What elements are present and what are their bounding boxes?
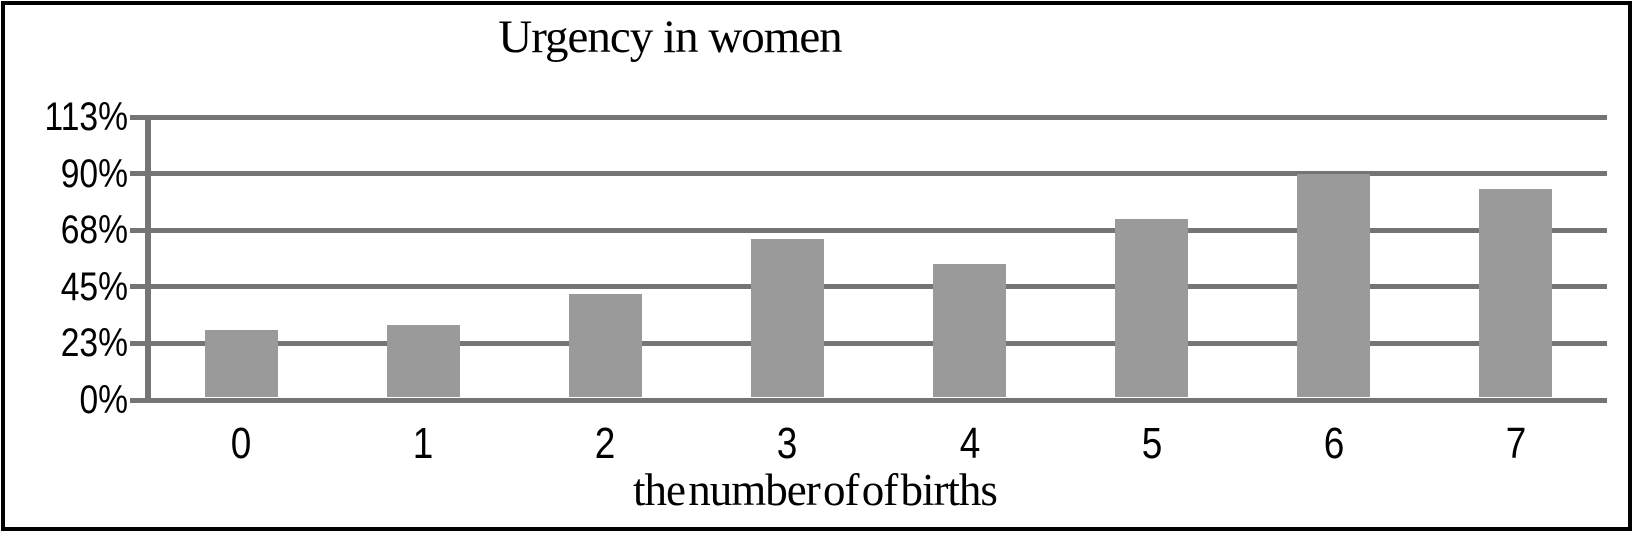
gridline-68% (130, 227, 1607, 233)
x-tick-label: 4 (959, 419, 980, 468)
bar-category-3 (750, 239, 824, 398)
bar-category-5 (1115, 218, 1189, 398)
x-axis-title: the number of of births (633, 465, 998, 515)
x-tick-label: 2 (595, 419, 616, 468)
y-tick-label: 68% (60, 208, 129, 253)
y-tick-label: 0% (79, 378, 128, 422)
bar-category-0 (204, 329, 278, 398)
chart-title: Urgency in women (498, 11, 842, 63)
y-tick-label: 113% (44, 95, 128, 139)
gridline-0% (130, 397, 1607, 403)
bar-category-2 (568, 294, 642, 398)
x-tick-label: 0 (230, 419, 252, 468)
x-tick-label: 1 (412, 419, 434, 468)
x-tick-label: 7 (1505, 419, 1527, 468)
bar-category-4 (933, 264, 1007, 398)
x-tick-label: 6 (1323, 419, 1345, 468)
bar-category-7 (1479, 188, 1553, 398)
gridline-90% (130, 171, 1607, 177)
gridline-45% (130, 284, 1607, 290)
x-tick-label: 3 (777, 419, 798, 468)
gridline-113% (130, 114, 1607, 120)
y-tick-label: 23% (60, 321, 129, 366)
bar-category-1 (386, 324, 460, 398)
gridline-23% (130, 340, 1607, 346)
x-tick-label: 5 (1141, 419, 1162, 468)
y-axis-line (145, 114, 151, 403)
y-tick-label: 45% (60, 264, 129, 309)
bar-category-6 (1297, 173, 1371, 398)
y-tick-label: 90% (60, 151, 129, 196)
